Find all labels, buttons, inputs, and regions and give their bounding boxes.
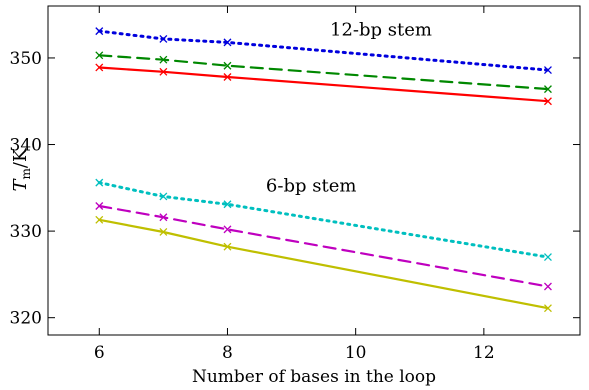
data-point [95,215,104,224]
annotation-label: 6-bp stem [266,175,357,196]
annotations: 12-bp stem 6-bp stem [266,19,432,196]
data-point [223,242,232,251]
series-line [98,204,550,288]
data-point [223,61,232,70]
annotation-label: 12-bp stem [330,19,432,40]
y-tick-labels: 320 330 340 350 [10,49,42,329]
data-point [95,178,104,187]
plot-lines [97,29,550,310]
plot-frame [47,5,581,336]
data-point [223,200,232,209]
data-point [159,213,168,222]
y-tick-label: 340 [10,136,42,156]
x-tick-label: 12 [473,343,495,363]
y-axis-label-main: T [10,177,31,191]
data-point [159,192,168,201]
data-point [159,34,168,43]
y-axis-label: Tm/K [10,148,33,191]
data-point [543,66,552,75]
series-line [98,54,550,91]
x-tick-labels: 6 8 10 12 [94,343,495,363]
series-line [97,181,550,259]
data-point [223,73,232,81]
y-tick-label: 330 [10,222,42,242]
x-tick-label: 8 [222,343,233,363]
x-axis-label: Number of bases in the loop [192,367,436,387]
data-point [543,304,552,313]
series-line [97,29,550,72]
data-point [543,282,552,291]
data-point [95,202,104,210]
y-tick-label: 350 [10,49,42,69]
x-tick-label: 10 [345,343,367,363]
data-point [95,51,104,60]
data-point [543,97,552,106]
data-point [543,253,552,262]
series-line [98,218,550,310]
axis-ticks [48,6,580,335]
y-axis-label-unit: /K [10,148,31,168]
data-point [543,85,552,94]
y-axis-label-sub: m [19,167,33,179]
y-tick-label: 320 [10,309,42,329]
data-point [223,225,232,234]
data-point [159,228,168,236]
data-point [223,38,232,47]
data-point [159,67,168,76]
data-point [95,63,104,72]
series-line [98,66,550,103]
data-point [95,27,104,36]
data-point [159,55,168,64]
x-tick-label: 6 [94,343,105,363]
plot-markers [95,27,552,313]
